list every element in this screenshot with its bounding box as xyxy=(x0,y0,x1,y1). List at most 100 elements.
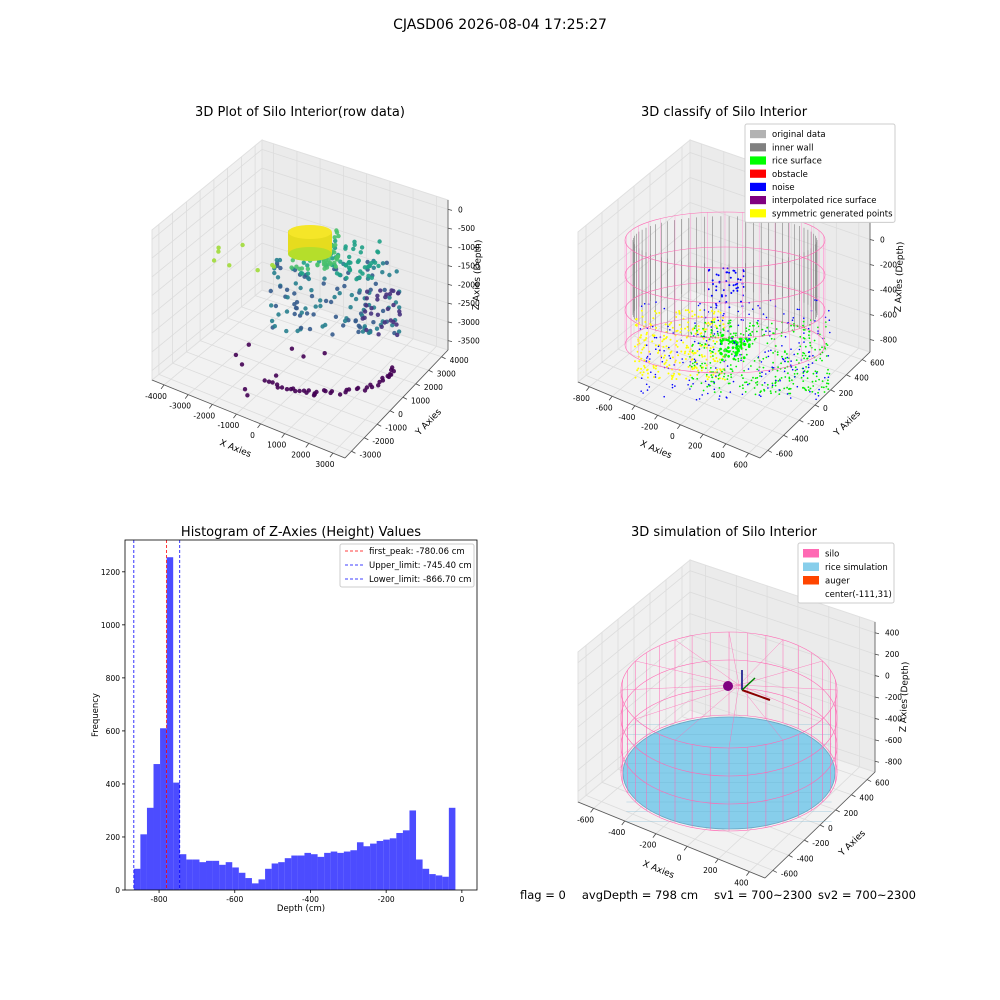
rice-surface-point xyxy=(750,334,752,337)
y-tick-label: 3000 xyxy=(437,369,456,378)
noise-point xyxy=(671,386,674,389)
rice-surface-point xyxy=(771,386,774,388)
y-tick-label: 400 xyxy=(859,794,874,803)
x-tick-label: -800 xyxy=(151,895,168,904)
legend-swatch xyxy=(750,143,766,152)
data-point xyxy=(301,354,306,359)
grid-line xyxy=(702,182,815,435)
x-tick-label: -200 xyxy=(378,895,395,904)
noise-point xyxy=(815,372,818,374)
data-point xyxy=(374,326,380,331)
rice-surface-point xyxy=(756,376,759,379)
data-point xyxy=(342,318,348,324)
rice-surface-point xyxy=(803,357,805,360)
noise-point xyxy=(699,302,701,305)
symmetric-point xyxy=(652,366,655,369)
noise-point xyxy=(715,285,718,288)
rice-surface-point xyxy=(699,342,701,345)
rice-surface-point xyxy=(778,393,781,395)
x-tick xyxy=(677,424,681,429)
data-point xyxy=(269,318,275,324)
rice-surface-point xyxy=(710,332,713,334)
rice-surface-point xyxy=(751,342,754,345)
data-point xyxy=(397,312,402,317)
noise-point xyxy=(742,319,744,321)
symmetric-point xyxy=(641,373,644,376)
symmetric-point xyxy=(687,321,690,324)
histogram-bar xyxy=(311,854,318,890)
noise-point xyxy=(812,354,814,357)
rice-surface-point xyxy=(747,345,751,348)
data-point xyxy=(315,262,320,267)
rice-surface-point xyxy=(756,322,759,325)
symmetric-point xyxy=(639,371,642,374)
x-tick-label: 3000 xyxy=(315,460,334,469)
symmetric-point xyxy=(705,358,708,361)
symmetric-point xyxy=(657,351,659,354)
rice-surface-point xyxy=(719,331,722,334)
silo-roof-line xyxy=(674,639,740,686)
x-tick xyxy=(233,413,237,419)
histogram-bar xyxy=(225,862,233,890)
grid-line xyxy=(649,172,831,391)
noise-point xyxy=(770,349,772,352)
legend-label: symmetric generated points xyxy=(772,209,893,219)
rice-surface-point xyxy=(780,362,782,365)
rice-surface-point xyxy=(804,388,807,391)
y-tick-label: 600 xyxy=(106,727,121,736)
noise-point xyxy=(726,267,729,270)
z-tick xyxy=(874,760,880,763)
data-point xyxy=(395,332,400,338)
noise-point xyxy=(715,289,718,292)
noise-point xyxy=(657,345,660,348)
noise-point xyxy=(659,349,661,352)
noise-point xyxy=(768,370,771,373)
data-point xyxy=(301,260,306,265)
noise-point xyxy=(760,375,763,378)
symmetric-point xyxy=(709,355,712,358)
rice-surface-point xyxy=(725,349,729,353)
rice-surface-point xyxy=(809,387,812,390)
noise-point xyxy=(733,355,736,357)
noise-point xyxy=(713,381,715,384)
noise-point xyxy=(693,340,696,343)
symmetric-point xyxy=(701,355,704,358)
z-tick-label: -3500 xyxy=(458,337,480,346)
grid-line xyxy=(665,159,847,376)
rice-surface-point xyxy=(705,373,708,376)
noise-point xyxy=(713,388,716,391)
rice-surface-point xyxy=(811,390,814,393)
noise-point xyxy=(790,348,792,351)
x-axis-label: X Axies xyxy=(218,438,253,460)
symmetric-point xyxy=(652,317,655,320)
noise-point xyxy=(739,354,741,356)
noise-point xyxy=(663,350,665,352)
data-point xyxy=(323,298,329,304)
noise-point xyxy=(694,360,697,362)
rice-surface-point xyxy=(723,375,725,378)
silo-roof-line xyxy=(738,660,823,686)
rice-surface-point xyxy=(808,337,811,340)
data-point xyxy=(334,230,340,235)
histogram-bar xyxy=(140,834,147,890)
symmetric-point xyxy=(702,337,705,340)
data-point xyxy=(354,386,360,392)
rice-surface-point xyxy=(705,367,707,370)
data-point xyxy=(391,369,396,374)
data-point xyxy=(284,387,290,392)
rice-surface-point xyxy=(689,356,691,358)
x-axis-label: Depth (cm) xyxy=(277,904,325,914)
noise-point xyxy=(784,360,786,363)
data-point xyxy=(377,239,382,244)
data-point xyxy=(239,362,245,367)
rice-surface-point xyxy=(753,338,756,341)
y-tick-label: 2000 xyxy=(424,383,443,392)
x-axis-line xyxy=(577,801,766,879)
noise-point xyxy=(815,398,817,401)
symmetric-point xyxy=(665,337,667,340)
data-point xyxy=(382,287,387,293)
x-tick-label: -2000 xyxy=(193,411,215,420)
data-point xyxy=(369,275,374,280)
rice-surface-point xyxy=(749,322,751,324)
grid-line xyxy=(308,188,414,444)
